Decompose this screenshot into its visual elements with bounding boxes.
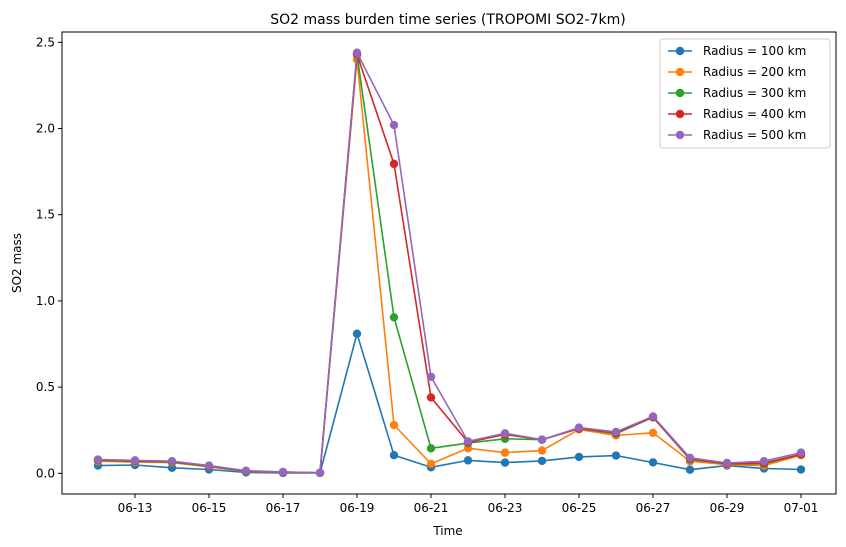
x-tick-label: 06-19 bbox=[340, 501, 375, 515]
data-point bbox=[93, 455, 103, 464]
legend-marker bbox=[675, 109, 685, 119]
x-tick-label: 06-15 bbox=[192, 501, 227, 515]
y-axis-title: SO2 mass bbox=[10, 233, 24, 293]
data-point bbox=[389, 120, 399, 130]
legend-item: Radius = 500 km bbox=[668, 128, 806, 142]
data-point bbox=[722, 458, 732, 468]
legend-item: Radius = 400 km bbox=[668, 107, 806, 121]
x-tick-label: 06-23 bbox=[488, 501, 523, 515]
x-tick-label: 06-27 bbox=[636, 501, 671, 515]
x-axis-title: Time bbox=[432, 524, 462, 538]
legend-label: Radius = 400 km bbox=[703, 107, 806, 121]
data-point bbox=[796, 448, 806, 457]
data-point bbox=[611, 427, 621, 437]
data-point bbox=[759, 457, 769, 466]
data-point bbox=[500, 429, 510, 438]
data-point bbox=[463, 456, 473, 465]
data-point bbox=[537, 456, 547, 466]
data-point bbox=[426, 444, 436, 453]
data-point bbox=[574, 423, 584, 432]
y-tick-label: 2.0 bbox=[36, 122, 55, 136]
legend-label: Radius = 200 km bbox=[703, 65, 806, 79]
data-point bbox=[426, 372, 436, 381]
legend: Radius = 100 km Radius = 200 km Radius = 3… bbox=[659, 38, 831, 149]
data-point bbox=[204, 461, 214, 470]
x-tick-label: 06-13 bbox=[118, 501, 153, 515]
plot-frame bbox=[61, 31, 837, 495]
legend-item: Radius = 100 km bbox=[668, 44, 806, 58]
x-tick-label: 06-29 bbox=[710, 501, 745, 515]
data-point bbox=[167, 457, 177, 466]
data-point bbox=[352, 329, 362, 338]
data-point bbox=[500, 458, 510, 467]
series-5 bbox=[93, 48, 806, 477]
legend-marker bbox=[675, 88, 685, 98]
series-layer bbox=[93, 48, 806, 478]
legend-label: Radius = 300 km bbox=[703, 86, 806, 100]
data-point bbox=[389, 159, 399, 169]
data-point bbox=[130, 456, 140, 465]
series-line bbox=[97, 51, 802, 474]
y-tick-label: 0.5 bbox=[36, 380, 55, 394]
y-tick-label: 1.0 bbox=[36, 294, 55, 308]
data-point bbox=[315, 468, 325, 477]
data-point bbox=[648, 428, 658, 438]
chart-title: SO2 mass burden time series (TROPOMI SO2… bbox=[270, 12, 625, 28]
data-point bbox=[389, 451, 399, 460]
y-tick-label: 0.0 bbox=[36, 466, 55, 480]
data-point bbox=[685, 453, 695, 462]
y-tick-label: 1.5 bbox=[36, 208, 55, 222]
data-point bbox=[537, 446, 547, 455]
legend-label: Radius = 100 km bbox=[703, 44, 806, 58]
x-tick-label: 07-01 bbox=[784, 501, 819, 515]
y-axis: 0.0 0.5 1.0 1.5 2.0 2.5 bbox=[36, 35, 62, 480]
data-point bbox=[685, 465, 695, 474]
legend-item: Radius = 200 km bbox=[668, 65, 806, 79]
data-point bbox=[648, 412, 658, 421]
data-point bbox=[426, 393, 436, 402]
legend-marker bbox=[675, 130, 685, 140]
data-point bbox=[574, 452, 584, 462]
data-point bbox=[278, 467, 288, 477]
data-point bbox=[241, 466, 251, 475]
data-point bbox=[500, 448, 510, 457]
x-tick-label: 06-17 bbox=[266, 501, 301, 515]
legend-item: Radius = 300 km bbox=[668, 86, 806, 100]
series-line bbox=[97, 332, 802, 474]
y-tick-label: 2.5 bbox=[36, 35, 55, 49]
x-axis: 06-13 06-15 06-17 06-19 06-21 06-23 06-25 06-27… bbox=[118, 494, 819, 515]
data-point bbox=[352, 48, 362, 57]
data-point bbox=[389, 420, 399, 430]
data-point bbox=[389, 313, 399, 322]
legend-frame bbox=[659, 38, 831, 149]
legend-label: Radius = 500 km bbox=[703, 128, 806, 142]
data-point bbox=[648, 458, 658, 467]
x-tick-label: 06-21 bbox=[414, 501, 449, 515]
data-point bbox=[796, 465, 806, 474]
data-point bbox=[611, 451, 621, 460]
data-point bbox=[537, 435, 547, 444]
data-point bbox=[463, 437, 473, 446]
data-point bbox=[426, 459, 436, 469]
legend-marker bbox=[675, 67, 685, 77]
legend-marker bbox=[675, 46, 685, 56]
x-tick-label: 06-25 bbox=[562, 501, 597, 515]
